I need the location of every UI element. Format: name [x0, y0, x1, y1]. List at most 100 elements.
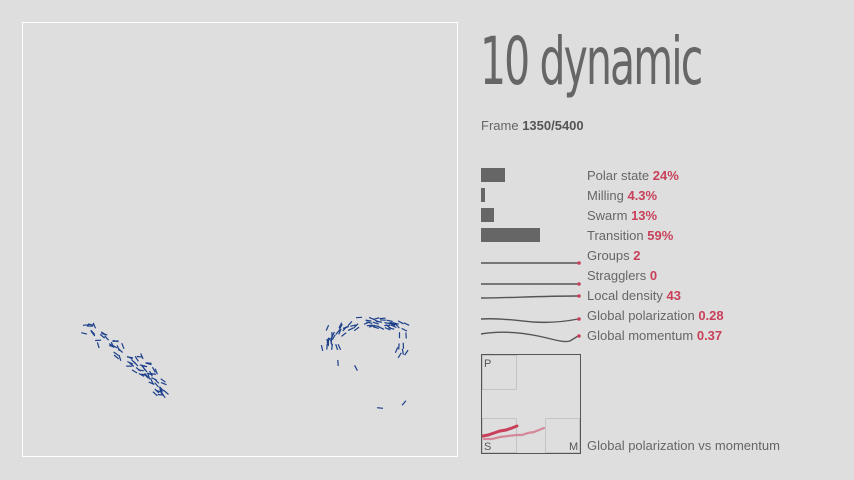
agent: [403, 322, 410, 326]
agent: [82, 324, 89, 326]
agent: [353, 323, 359, 329]
stragglers-stat: Stragglers 0: [587, 268, 657, 284]
agent: [326, 338, 330, 345]
global-momentum-sparkline: [480, 331, 579, 343]
agent: [81, 332, 88, 335]
agent: [335, 329, 341, 335]
milling-bar: [481, 188, 485, 202]
agent: [376, 407, 384, 409]
page-title: 10 dynamic: [480, 23, 703, 100]
agent: [347, 320, 353, 327]
agent: [372, 321, 379, 325]
agent: [148, 381, 155, 385]
agent: [148, 370, 153, 377]
global-polarization-sparkline: [480, 318, 579, 324]
agent: [390, 321, 397, 326]
frame-label: Frame: [481, 118, 519, 133]
agent: [104, 335, 110, 341]
agent: [140, 353, 144, 360]
stat-label: Groups: [587, 248, 630, 263]
agent: [113, 351, 119, 356]
agent: [160, 378, 166, 383]
agent: [159, 388, 163, 395]
agent: [338, 323, 343, 330]
agent: [139, 364, 146, 367]
agent: [401, 348, 404, 355]
agent: [154, 368, 158, 375]
agent: [147, 373, 151, 380]
agent: [341, 332, 347, 337]
agent: [365, 319, 372, 322]
stat-label: Global polarization: [587, 308, 695, 323]
agent: [388, 327, 395, 330]
agent: [397, 352, 402, 359]
agent: [152, 391, 158, 397]
stat-value: 0: [649, 268, 658, 283]
stat-value: 24%: [652, 168, 679, 183]
agent: [150, 378, 154, 385]
stat-label: Global momentum: [587, 328, 694, 343]
agent: [117, 347, 124, 353]
polar-state-bar: [481, 168, 505, 182]
stat-value: 0.28: [698, 308, 724, 323]
stat-label: Stragglers: [587, 268, 647, 283]
transition-stat: Transition 59%: [587, 228, 673, 244]
simulation-canvas[interactable]: [22, 22, 458, 457]
agent: [373, 317, 380, 321]
agent: [384, 322, 391, 325]
agent: [87, 323, 94, 326]
stat-label: Swarm: [587, 208, 628, 223]
agent: [342, 326, 348, 332]
stat-label: Transition: [587, 228, 644, 243]
local-density-sparkline: [480, 295, 579, 299]
agent: [90, 329, 96, 335]
agent: [130, 359, 137, 365]
stat-value: 43: [666, 288, 681, 303]
stat-value: 13%: [631, 208, 658, 223]
agent: [331, 343, 333, 350]
agent: [366, 324, 373, 327]
polar-state-stat: Polar state 24%: [587, 168, 679, 184]
transition-bar: [481, 228, 540, 242]
agent: [118, 354, 122, 361]
agent: [378, 326, 385, 330]
swarm-bar: [481, 208, 494, 222]
stat-value: 2: [633, 248, 641, 263]
sparkline-endpoint: [577, 334, 581, 338]
stat-label: Local density: [587, 288, 663, 303]
agent: [331, 334, 336, 341]
agent: [100, 331, 107, 336]
agent: [325, 324, 330, 331]
agent: [392, 322, 399, 325]
polar-region: [482, 355, 517, 390]
agent: [320, 344, 324, 352]
agent: [159, 386, 163, 393]
agent: [141, 373, 148, 377]
agent: [134, 355, 139, 362]
agent: [335, 344, 339, 351]
frame-value: 1350/5400: [522, 118, 584, 133]
agent: [366, 321, 373, 324]
groups-stat: Groups 2: [587, 248, 641, 264]
trajectory-path: [482, 424, 519, 438]
agent: [375, 320, 383, 323]
agent: [96, 342, 100, 349]
sparkline-endpoint: [577, 261, 581, 265]
sparkline-endpoint: [577, 294, 581, 298]
local-density-stat: Local density 43: [587, 288, 681, 304]
agent: [92, 322, 97, 329]
milling-stat: Milling 4.3%: [587, 188, 657, 204]
trajectory-trail: [482, 426, 546, 441]
stat-value: 0.37: [696, 328, 723, 343]
agent: [154, 382, 160, 388]
phase-plot-caption: Global polarization vs momentum: [587, 438, 780, 453]
agent: [154, 378, 160, 384]
agent: [163, 390, 169, 395]
stat-value: 4.3%: [627, 188, 658, 203]
global-momentum-stat: Global momentum 0.37: [587, 328, 722, 344]
agent: [404, 349, 409, 356]
agent: [142, 366, 148, 373]
agent: [397, 320, 404, 325]
agent: [113, 354, 120, 360]
milling-region: [545, 418, 580, 453]
